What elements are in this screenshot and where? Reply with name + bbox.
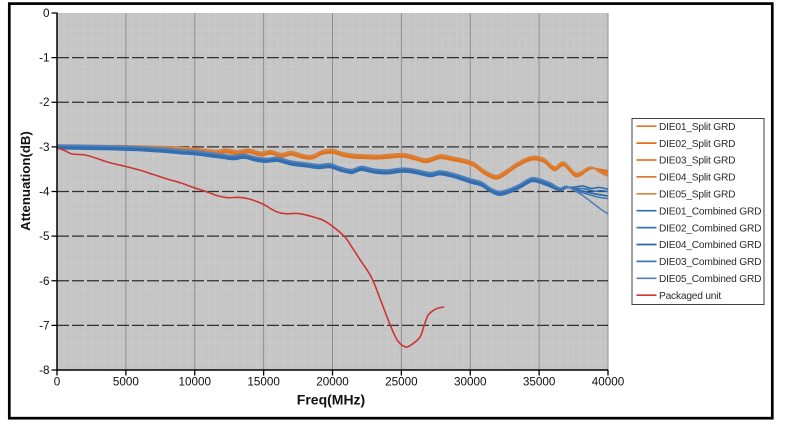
- svg-text:-7: -7: [39, 319, 49, 332]
- svg-text:20000: 20000: [316, 376, 349, 389]
- svg-text:25000: 25000: [385, 376, 418, 389]
- svg-text:DIE03_Combined GRD: DIE03_Combined GRD: [659, 257, 761, 268]
- svg-text:0: 0: [54, 376, 61, 389]
- svg-text:DIE04_Split GRD: DIE04_Split GRD: [659, 173, 735, 184]
- svg-text:10000: 10000: [179, 376, 212, 389]
- svg-text:40000: 40000: [592, 376, 625, 389]
- svg-text:DIE01_Combined GRD: DIE01_Combined GRD: [659, 206, 761, 217]
- svg-text:-6: -6: [39, 275, 49, 288]
- svg-text:Packaged unit: Packaged unit: [659, 291, 721, 302]
- svg-text:DIE04_Combined GRD: DIE04_Combined GRD: [659, 240, 761, 251]
- svg-text:35000: 35000: [523, 376, 556, 389]
- svg-text:-5: -5: [39, 230, 50, 243]
- svg-text:DIE02_Combined GRD: DIE02_Combined GRD: [659, 223, 761, 234]
- svg-text:5000: 5000: [113, 376, 140, 389]
- svg-text:Attenuation(dB): Attenuation(dB): [18, 131, 33, 231]
- svg-text:-1: -1: [39, 52, 49, 65]
- svg-text:DIE01_Split GRD: DIE01_Split GRD: [659, 122, 735, 133]
- svg-text:-8: -8: [39, 364, 49, 377]
- svg-text:15000: 15000: [247, 376, 280, 389]
- svg-text:0: 0: [43, 7, 50, 20]
- svg-text:DIE05_Combined GRD: DIE05_Combined GRD: [659, 274, 761, 285]
- svg-text:-4: -4: [39, 186, 50, 199]
- svg-text:-2: -2: [39, 96, 49, 109]
- svg-text:30000: 30000: [454, 376, 487, 389]
- svg-text:DIE03_Split GRD: DIE03_Split GRD: [659, 156, 735, 167]
- svg-text:DIE02_Split GRD: DIE02_Split GRD: [659, 139, 735, 150]
- svg-text:Freq(MHz): Freq(MHz): [297, 392, 365, 408]
- svg-text:-3: -3: [39, 141, 49, 154]
- svg-text:DIE05_Split GRD: DIE05_Split GRD: [659, 190, 735, 201]
